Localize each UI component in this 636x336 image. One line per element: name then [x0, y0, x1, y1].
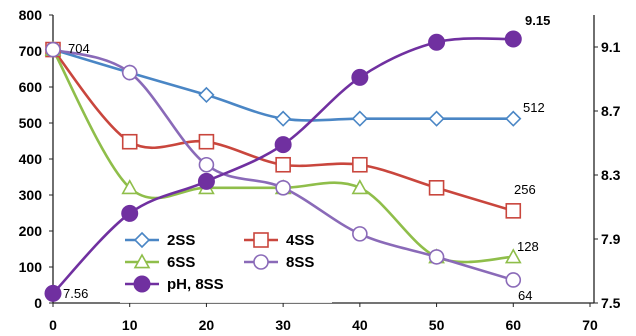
x-tick-label: 0	[49, 317, 57, 333]
x-tick-label: 60	[505, 317, 521, 333]
data-annotations: 704 512 256 128 64 7.56 9.15	[63, 13, 550, 303]
point-8ss	[198, 156, 215, 173]
point-4ss	[198, 133, 215, 150]
axes: 0 10 20 30 40 50 60 700100200300400500600700800…	[19, 7, 621, 333]
left-y-tick-label: 800	[19, 7, 43, 23]
data-label-128: 128	[517, 239, 539, 254]
legend: 2SS 4SS 6SS 8SS pH, 8SS	[120, 225, 332, 303]
point-8ss	[428, 249, 445, 265]
x-tick-label: 50	[429, 317, 445, 333]
legend-label-8ss: 8SS	[286, 254, 314, 271]
right-y-tick-label: 8.3	[601, 167, 621, 183]
legend-marker-2ss	[133, 231, 151, 249]
legend-marker-4ss	[253, 232, 269, 248]
x-tick-label: 30	[275, 317, 291, 333]
data-label-64: 64	[518, 288, 532, 303]
legend-label-2ss: 2SS	[167, 232, 195, 249]
point-ph-8ss	[504, 30, 522, 48]
point-6ss	[504, 248, 522, 264]
legend-box	[120, 225, 332, 303]
legend-marker-6ss	[133, 253, 151, 269]
legend-label-4ss: 4SS	[286, 232, 314, 249]
point-ph-8ss	[44, 284, 62, 302]
x-tick-label: 10	[122, 317, 138, 333]
point-6ss	[121, 179, 139, 195]
data-label-704: 704	[68, 41, 90, 56]
left-y-tick-label: 400	[19, 151, 43, 167]
point-ph-8ss	[121, 204, 139, 222]
point-8ss	[275, 180, 291, 196]
x-tick-label: 40	[352, 317, 368, 333]
right-y-tick-label: 7.9	[601, 231, 621, 247]
point-8ss	[352, 226, 368, 242]
point-ph-8ss	[274, 136, 292, 154]
right-y-tick-label: 9.1	[601, 39, 621, 55]
point-2ss	[505, 110, 522, 127]
point-6ss	[351, 179, 369, 195]
series-line-2ss	[52, 48, 514, 122]
legend-marker-ph-8ss	[133, 275, 151, 293]
left-y-tick-label: 700	[19, 43, 43, 59]
left-y-tick-label: 0	[34, 295, 42, 311]
point-4ss	[352, 156, 368, 173]
point-8ss	[121, 64, 138, 81]
point-2ss	[428, 110, 445, 127]
point-ph-8ss	[197, 172, 215, 190]
left-y-tick-label: 300	[19, 187, 43, 203]
right-y-tick-label: 7.5	[601, 295, 621, 311]
legend-label-ph-8ss: pH, 8SS	[167, 276, 224, 293]
point-2ss	[198, 86, 215, 104]
point-ph-8ss	[428, 33, 446, 51]
left-y-tick-label: 500	[19, 115, 43, 131]
point-2ss	[351, 110, 368, 127]
left-y-tick-label: 600	[19, 79, 43, 95]
data-label-7-56: 7.56	[63, 286, 88, 301]
point-2ss	[275, 110, 292, 127]
legend-label-6ss: 6SS	[167, 254, 195, 271]
left-y-tick-label: 100	[19, 259, 43, 275]
x-tick-label: 20	[199, 317, 215, 333]
point-8ss	[505, 272, 522, 288]
data-label-512: 512	[523, 100, 545, 115]
series-markers	[44, 30, 522, 302]
left-y-tick-label: 200	[19, 223, 43, 239]
point-8ss	[45, 41, 61, 58]
legend-marker-8ss	[253, 254, 269, 270]
point-4ss	[428, 180, 445, 196]
right-y-tick-label: 8.7	[601, 103, 621, 119]
data-label-256: 256	[514, 182, 536, 197]
point-4ss	[505, 203, 522, 219]
data-label-9-15: 9.15	[525, 13, 550, 28]
point-4ss	[275, 156, 291, 173]
point-ph-8ss	[351, 68, 369, 86]
point-4ss	[121, 133, 138, 150]
x-tick-label: 70	[582, 317, 598, 333]
